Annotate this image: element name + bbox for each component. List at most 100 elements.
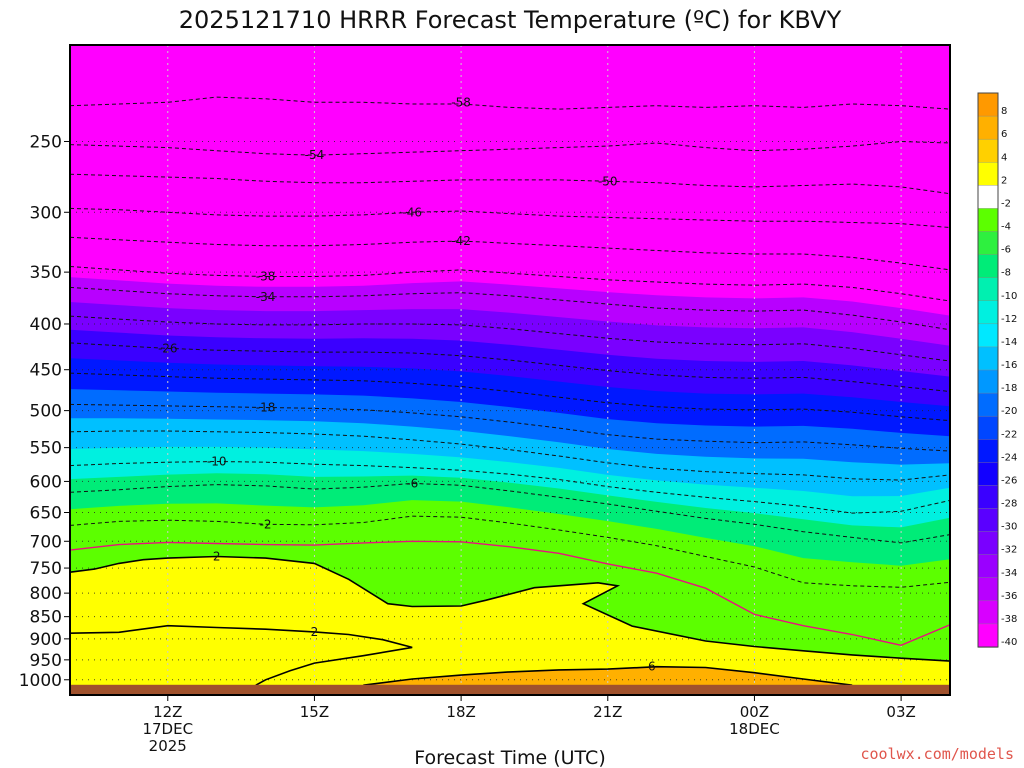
colorbar-label: -6 bbox=[1001, 245, 1011, 256]
colorbar-label: -20 bbox=[1001, 406, 1017, 417]
y-tick-label: 750 bbox=[30, 559, 62, 579]
colorbar-label: 2 bbox=[1001, 175, 1007, 186]
x-tick-label: 21Z bbox=[593, 703, 622, 721]
colorbar-swatch bbox=[977, 577, 999, 602]
colorbar-swatch bbox=[977, 138, 999, 163]
colorbar-swatch bbox=[977, 554, 999, 579]
x-tick-label: 00Z bbox=[740, 703, 769, 721]
colorbar-label: -4 bbox=[1001, 222, 1011, 233]
colorbar-label: -16 bbox=[1001, 360, 1017, 371]
temperature-field bbox=[70, 45, 950, 695]
y-tick-label: 250 bbox=[30, 132, 62, 152]
colorbar-swatch bbox=[977, 92, 999, 117]
isotherm-label: -46 bbox=[402, 205, 422, 219]
colorbar-swatch bbox=[977, 600, 999, 625]
isotherm-line bbox=[363, 665, 853, 686]
x-tick-label: 18DEC bbox=[729, 720, 780, 738]
x-tick-label: 15Z bbox=[300, 703, 329, 721]
isotherm-label: -42 bbox=[451, 234, 471, 248]
y-tick-label: 1000 bbox=[19, 671, 62, 691]
y-tick-label: 300 bbox=[30, 203, 62, 223]
y-tick-label: 400 bbox=[30, 315, 62, 335]
colorbar-label: 6 bbox=[1001, 129, 1007, 140]
isotherm-line bbox=[70, 482, 950, 544]
colorbar-frame bbox=[977, 92, 999, 648]
isotherm-label: -58 bbox=[451, 95, 471, 109]
isotherm-label: -18 bbox=[256, 401, 276, 415]
x-tick-label: 2025 bbox=[149, 737, 187, 755]
isotherm-line bbox=[70, 624, 413, 686]
colorbar-swatch bbox=[977, 623, 999, 648]
colorbar-label: 8 bbox=[1001, 106, 1007, 117]
y-tick-label: 800 bbox=[30, 584, 62, 604]
colorbar-label: -22 bbox=[1001, 429, 1017, 440]
colorbar-swatch bbox=[977, 439, 999, 464]
colorbar-label: -36 bbox=[1001, 591, 1017, 602]
gridlines bbox=[70, 45, 950, 695]
isotherm-contours: -58 -54 -50 -46 -42 -38 -34 -26 -18 -10 -6 -2 2 2 6 bbox=[70, 95, 950, 686]
colorbar-label: -40 bbox=[1001, 637, 1017, 648]
colorbar-swatch bbox=[977, 531, 999, 556]
colorbar-swatch bbox=[977, 162, 999, 187]
isotherm-label: -10 bbox=[207, 455, 227, 469]
y-axis-ticks: 2503003504004505005506006507007508008509… bbox=[19, 132, 70, 691]
y-tick-label: 600 bbox=[30, 472, 62, 492]
isotherm-label: 2 bbox=[213, 550, 221, 564]
colorbar-swatch bbox=[977, 185, 999, 210]
ground-layer bbox=[70, 684, 950, 695]
colorbar-swatch bbox=[977, 231, 999, 256]
x-tick-label: 17DEC bbox=[142, 720, 193, 738]
colorbar-swatch bbox=[977, 323, 999, 348]
colorbar-label: -30 bbox=[1001, 522, 1017, 533]
colorbar-label: 4 bbox=[1001, 152, 1007, 163]
colorbar-label: -18 bbox=[1001, 383, 1017, 394]
colorbar: 8 6 4 2 -2 -4 -6 -8 -10 -12 -14 -16 -18 -20 -22 -24 -26 -… bbox=[977, 92, 1017, 648]
credit-link[interactable]: coolwx.com/models bbox=[860, 745, 1014, 763]
colorbar-swatch bbox=[977, 392, 999, 417]
colorbar-label: -8 bbox=[1001, 268, 1011, 279]
y-tick-label: 500 bbox=[30, 402, 62, 422]
x-tick-label: 18Z bbox=[446, 703, 475, 721]
colorbar-swatch bbox=[977, 346, 999, 371]
isotherm-line bbox=[70, 555, 950, 662]
colorbar-label: -12 bbox=[1001, 314, 1017, 325]
chart-title: 2025121710 HRRR Forecast Temperature (ºC… bbox=[179, 6, 842, 34]
y-tick-label: 850 bbox=[30, 608, 62, 628]
colorbar-swatch bbox=[977, 369, 999, 394]
y-tick-label: 350 bbox=[30, 263, 62, 283]
x-tick-label: 03Z bbox=[886, 703, 915, 721]
isotherm-line bbox=[70, 460, 950, 514]
colorbar-label: -32 bbox=[1001, 545, 1017, 556]
y-tick-label: 900 bbox=[30, 630, 62, 650]
y-tick-label: 550 bbox=[30, 439, 62, 459]
isotherm-label: -2 bbox=[260, 517, 272, 531]
x-tick-label: 12Z bbox=[153, 703, 182, 721]
colorbar-swatch bbox=[977, 277, 999, 302]
colorbar-label: -34 bbox=[1001, 568, 1017, 579]
isotherm-label: -38 bbox=[256, 270, 276, 284]
colorbar-label: -10 bbox=[1001, 291, 1017, 302]
ground-fill bbox=[70, 684, 950, 695]
colorbar-swatch bbox=[977, 508, 999, 533]
isotherm-label: 6 bbox=[648, 660, 656, 674]
colorbar-label: -2 bbox=[1001, 198, 1011, 209]
y-tick-label: 700 bbox=[30, 532, 62, 552]
colorbar-label: -26 bbox=[1001, 475, 1017, 486]
colorbar-swatch bbox=[977, 415, 999, 440]
y-tick-label: 950 bbox=[30, 651, 62, 671]
colorbar-swatch bbox=[977, 300, 999, 325]
colorbar-label: -38 bbox=[1001, 614, 1017, 625]
y-tick-label: 650 bbox=[30, 503, 62, 523]
freezing-line bbox=[70, 540, 950, 647]
colorbar-swatch bbox=[977, 485, 999, 510]
colorbar-swatch bbox=[977, 462, 999, 487]
colorbar-swatch bbox=[977, 254, 999, 279]
colorbar-swatch bbox=[977, 115, 999, 140]
isotherm-line bbox=[70, 96, 950, 110]
colorbar-label: -14 bbox=[1001, 337, 1017, 348]
y-tick-label: 450 bbox=[30, 361, 62, 381]
isotherm-line bbox=[70, 430, 950, 481]
isotherm-label: -26 bbox=[158, 341, 178, 355]
